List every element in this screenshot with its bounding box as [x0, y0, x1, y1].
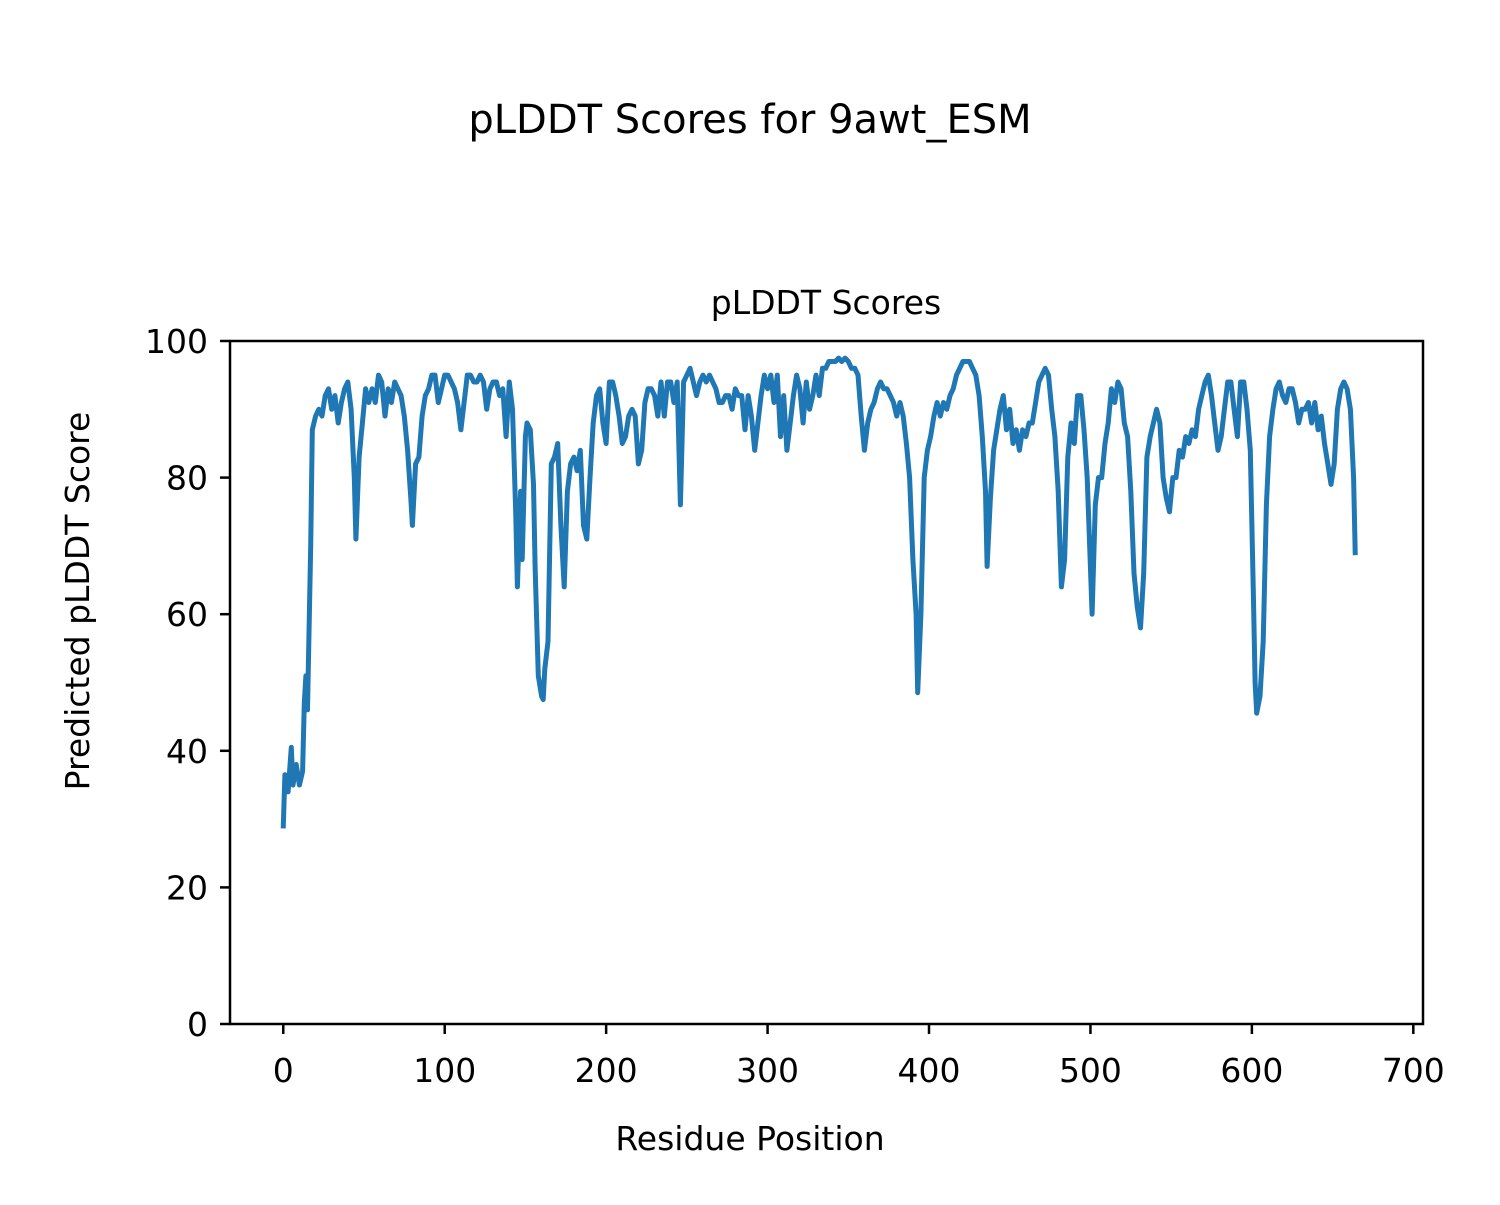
- x-axis-ticks: 0 100 200 300 400 500 600 700: [273, 1024, 1445, 1090]
- x-tick-label: 400: [898, 1051, 961, 1090]
- x-tick-label: 300: [736, 1051, 799, 1090]
- x-tick-label: 0: [273, 1051, 294, 1090]
- y-axis-ticks: 0 20 40 60 80 100: [145, 322, 230, 1044]
- series-layer: [280, 355, 1358, 829]
- plot-frame: [228, 339, 1425, 1026]
- x-tick-label: 700: [1382, 1051, 1445, 1090]
- x-tick-label: 600: [1220, 1051, 1283, 1090]
- x-tick-label: 500: [1059, 1051, 1122, 1090]
- x-tick-label: 100: [413, 1051, 476, 1090]
- y-tick-label: 40: [166, 732, 208, 771]
- y-axis-label: Predicted pLDDT Score: [58, 412, 97, 791]
- y-tick-label: 80: [166, 459, 208, 498]
- y-tick-label: 0: [187, 1005, 208, 1044]
- chart-title: pLDDT Scores: [711, 283, 941, 322]
- y-tick-label: 100: [145, 322, 208, 361]
- x-tick-label: 200: [575, 1051, 638, 1090]
- y-tick-label: 60: [166, 595, 208, 634]
- x-axis-label: Residue Position: [615, 1119, 884, 1158]
- figure-suptitle: pLDDT Scores for 9awt_ESM: [468, 97, 1031, 143]
- y-tick-label: 20: [166, 868, 208, 907]
- series-line: [280, 355, 1358, 829]
